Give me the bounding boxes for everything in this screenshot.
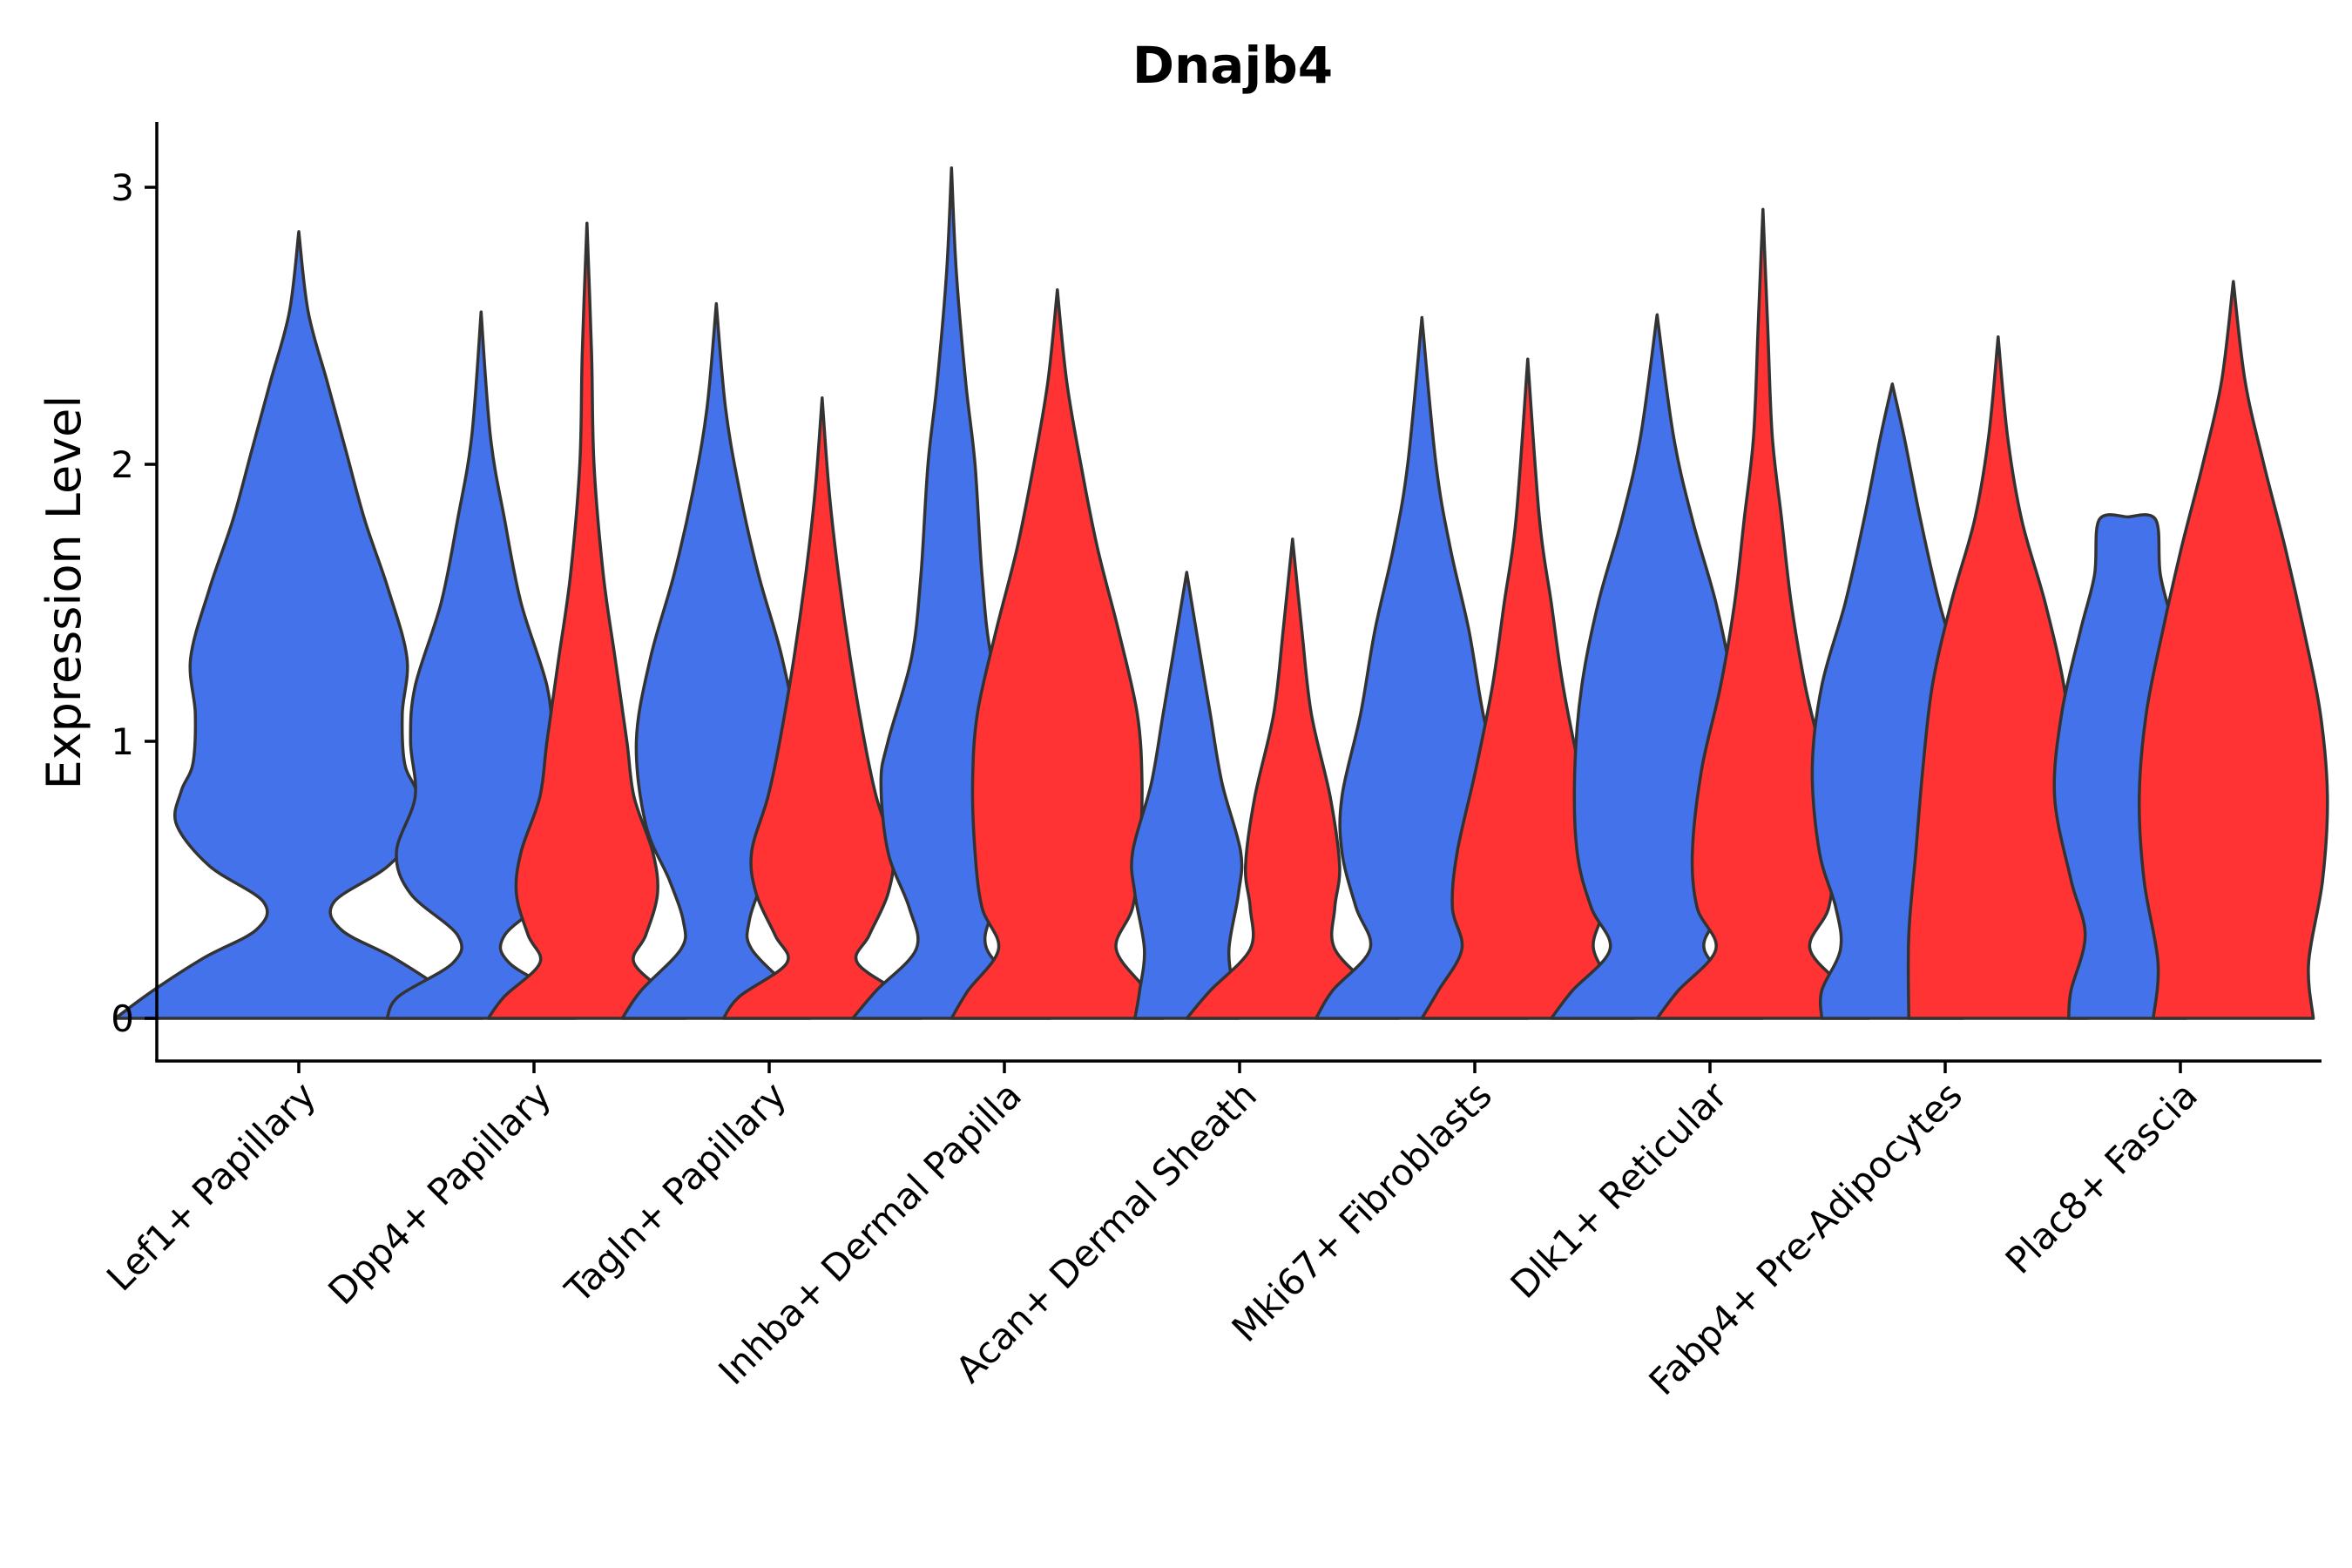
violin-group1-7	[1130, 571, 1244, 1020]
y-tick-label: 0	[111, 997, 134, 1040]
violin-group2-16	[2137, 280, 2329, 1020]
violin-group2-2	[486, 221, 687, 1020]
x-tick-label: Mki67+ Fibroblasts	[1224, 1073, 1500, 1349]
plot-area	[113, 166, 2329, 1020]
x-tick-label: Tagln+ Papillary	[557, 1073, 794, 1311]
violin-group2-4	[721, 395, 923, 1020]
y-tick-label: 2	[111, 443, 134, 486]
y-tick-label: 1	[111, 720, 134, 763]
chart-title: Dnajb4	[1132, 36, 1333, 95]
x-tick-label: Dlk1+ Reticular	[1503, 1073, 1736, 1307]
y-axis-label: Expression Level	[37, 395, 91, 790]
x-tick-label: Lef1+ Papillary	[98, 1073, 324, 1299]
violin-group2-8	[1185, 537, 1401, 1020]
violin-group2-14	[1906, 335, 2090, 1020]
x-tick-label: Plac8+ Fascia	[1997, 1073, 2206, 1281]
x-tick-label: Dpp4+ Papillary	[320, 1073, 559, 1313]
y-tick-label: 3	[111, 166, 134, 209]
